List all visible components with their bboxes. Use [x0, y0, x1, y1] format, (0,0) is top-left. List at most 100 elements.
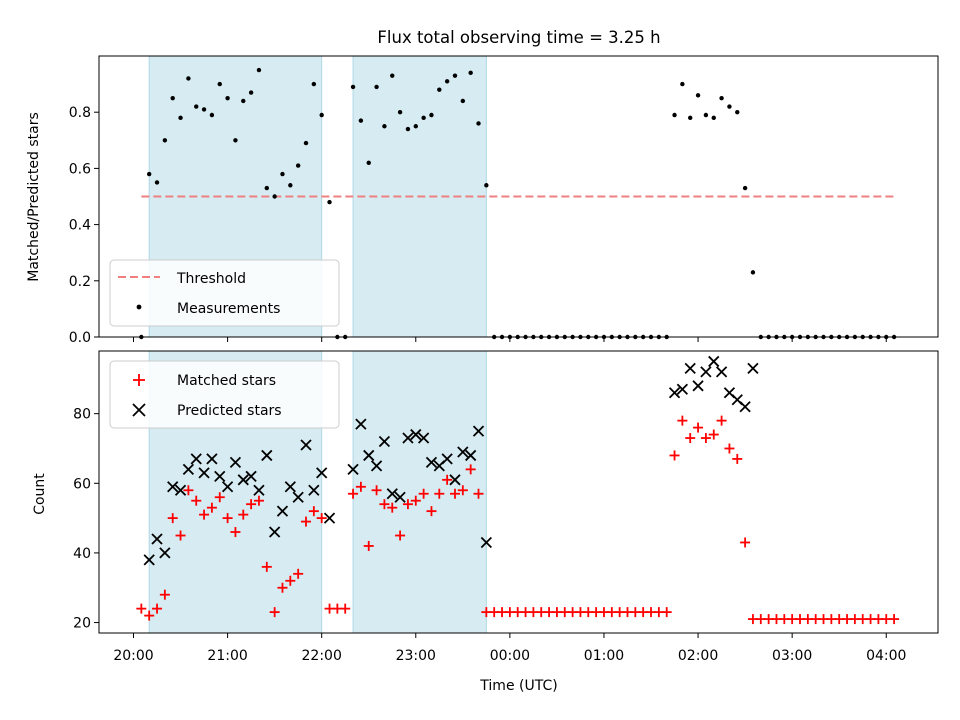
measurement-point	[382, 124, 387, 129]
predicted-star-point	[684, 362, 696, 375]
measurement-point	[484, 183, 489, 188]
predicted-star-point	[363, 449, 375, 462]
matched-star-point	[136, 603, 147, 614]
matched-star-point	[426, 506, 437, 517]
measurement-point	[719, 95, 724, 101]
measurement-point	[233, 138, 238, 143]
count-legend-box	[109, 360, 340, 429]
matched-stars-legend-label: Matched stars	[177, 373, 276, 389]
count-y-axis-label: Count	[32, 473, 48, 515]
measurement-point	[303, 140, 309, 146]
measurement-point	[452, 73, 458, 78]
x-axis-label: Time (UTC)	[479, 678, 557, 694]
ratio-y-tick-label: 0.2	[69, 274, 91, 290]
predicted-star-point	[708, 355, 720, 368]
measurement-point	[146, 171, 152, 177]
predicted-star-point	[276, 505, 289, 517]
predicted-star-point	[237, 474, 249, 486]
x-tick-label: 00:00	[490, 648, 530, 664]
measurement-point	[405, 126, 411, 132]
matched-star-point	[693, 422, 704, 433]
predicted-star-point	[323, 512, 336, 524]
ratio-y-axis: 0.0 0.2 0.4 0.6 0.8	[69, 105, 99, 346]
measurement-point	[319, 112, 324, 118]
measurement-point	[225, 95, 230, 101]
predicted-star-point	[347, 463, 359, 476]
measurement-point	[750, 270, 756, 275]
measurement-point	[672, 112, 677, 118]
measurement-point	[680, 81, 685, 87]
measurement-point	[162, 138, 168, 143]
matched-star-point	[144, 610, 155, 621]
matched-star-point	[269, 607, 280, 618]
matched-star-point	[340, 603, 351, 614]
matched-star-point	[152, 603, 163, 614]
predicted-star-point	[151, 533, 163, 545]
predicted-star-point	[402, 432, 414, 444]
predicted-star-point	[167, 481, 179, 493]
predicted-star-point	[292, 491, 304, 503]
measurement-point	[460, 98, 466, 104]
measurement-point	[711, 115, 716, 121]
predicted-star-point	[206, 453, 218, 465]
predicted-star-point	[269, 526, 281, 538]
predicted-star-point	[700, 366, 712, 378]
predicted-star-point	[221, 481, 234, 493]
matched-star-point	[371, 485, 382, 496]
matched-star-point	[395, 530, 406, 541]
matched-star-point	[473, 488, 484, 499]
matched-star-point	[732, 453, 743, 464]
measurement-point	[194, 104, 199, 109]
predicted-star-point	[159, 547, 171, 559]
predicted-star-point	[182, 463, 195, 476]
measurement-point	[248, 90, 254, 95]
measurement-point	[727, 104, 732, 109]
measurement-point	[366, 160, 371, 165]
predicted-star-point	[668, 387, 681, 399]
predicted-star-point	[441, 453, 453, 465]
predicted-stars-legend-marker	[132, 403, 146, 417]
measurement-point	[178, 115, 183, 121]
predicted-star-point	[284, 481, 296, 493]
measurement-point	[437, 87, 442, 92]
count-panel: 20 40 60 80 20:00 21:00 22:00 23:00 00:00 01:00 0…	[32, 350, 939, 694]
measurement-point	[358, 118, 364, 123]
x-tick-label: 01:00	[584, 648, 624, 664]
matched-star-point	[355, 481, 366, 492]
matched-star-point	[199, 509, 210, 520]
predicted-star-point	[472, 425, 485, 437]
predicted-star-point	[300, 439, 312, 451]
threshold-legend-label: Threshold	[176, 271, 246, 287]
matched-star-point	[677, 415, 688, 426]
measurement-point	[264, 185, 269, 191]
measurement-point	[241, 98, 246, 104]
predicted-star-point	[739, 401, 751, 413]
predicted-star-point	[253, 484, 265, 496]
predicted-star-point	[143, 554, 155, 566]
measurement-point	[695, 93, 701, 98]
matched-star-point	[418, 488, 429, 499]
matched-star-point	[238, 509, 249, 520]
matched-star-point	[253, 495, 264, 506]
matched-star-point	[246, 499, 257, 510]
measurement-point	[170, 95, 175, 101]
matched-star-point	[434, 488, 445, 499]
ratio-y-tick-label: 0.0	[69, 330, 91, 346]
measurement-point	[280, 171, 285, 177]
matched-star-point	[379, 499, 390, 510]
measurement-point	[154, 180, 160, 185]
predicted-star-point	[355, 418, 367, 430]
x-tick-label: 03:00	[772, 648, 812, 664]
matched-star-point	[708, 429, 719, 440]
matched-star-point	[348, 488, 359, 499]
predicted-star-point	[480, 536, 492, 549]
measurement-point	[295, 163, 301, 168]
measurement-point	[688, 115, 693, 121]
matched-star-point	[261, 561, 272, 572]
predicted-star-point	[692, 380, 704, 392]
x-tick-label: 22:00	[302, 648, 342, 664]
measurement-point	[421, 115, 426, 121]
matched-star-point	[457, 485, 468, 496]
predicted-star-point	[190, 453, 202, 465]
measurement-point	[209, 112, 215, 118]
